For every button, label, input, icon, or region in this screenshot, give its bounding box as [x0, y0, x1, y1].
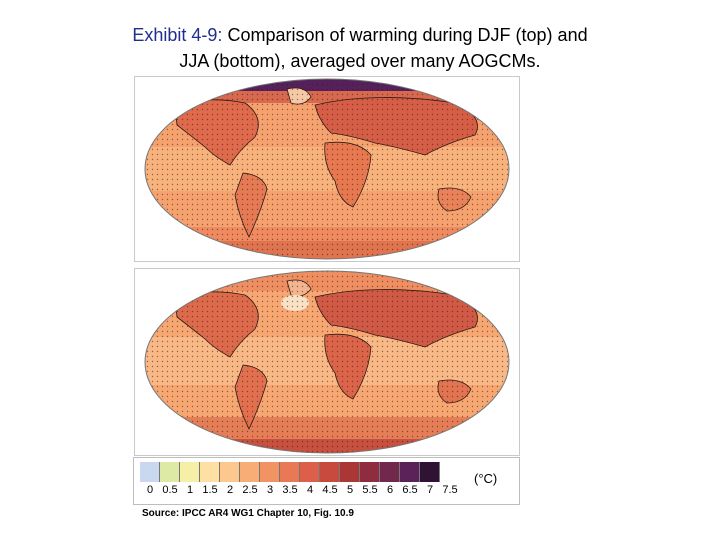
temperature-colorbar: 0 0.5 1 1.5 2 2.5 3 3.5 4 4.5 5 5.5 6 6.5 7 7.5 (°C): [133, 457, 520, 505]
colorbar-tick-label: 5.5: [362, 484, 378, 496]
jja-map-graphic: [144, 270, 510, 454]
colorbar-swatch: [180, 462, 200, 482]
colorbar-swatch: [360, 462, 380, 482]
colorbar-tick-label: 7.5: [442, 484, 458, 496]
colorbar-tick-label: 3.5: [282, 484, 298, 496]
djf-warming-map: [134, 76, 520, 262]
colorbar-tick-label: 5: [346, 484, 354, 496]
colorbar-swatch: [160, 462, 180, 482]
colorbar-swatch: [400, 462, 420, 482]
source-citation: Source: IPCC AR4 WG1 Chapter 10, Fig. 10…: [142, 508, 354, 519]
colorbar-tick-label: 4: [306, 484, 314, 496]
colorbar-swatch: [340, 462, 360, 482]
colorbar-swatch: [300, 462, 320, 482]
colorbar-tick-label: 0: [146, 484, 154, 496]
djf-map-graphic: [144, 78, 510, 260]
colorbar-tick-label: 2.5: [242, 484, 258, 496]
colorbar-tick-label: 1: [186, 484, 194, 496]
colorbar-tick-label: 4.5: [322, 484, 338, 496]
colorbar-tick-label: 0.5: [162, 484, 178, 496]
exhibit-number: Exhibit 4-9:: [132, 25, 223, 45]
colorbar-swatch: [220, 462, 240, 482]
colorbar-swatch: [320, 462, 340, 482]
jja-warming-map: [134, 268, 520, 456]
colorbar-swatches: [140, 462, 440, 482]
colorbar-swatch: [140, 462, 160, 482]
title-line-2: JJA (bottom), averaged over many AOGCMs.: [179, 51, 541, 71]
colorbar-tick-label: 1.5: [202, 484, 218, 496]
colorbar-swatch: [200, 462, 220, 482]
colorbar-unit: (°C): [474, 471, 498, 486]
colorbar-tick-label: 2: [226, 484, 234, 496]
colorbar-swatch: [260, 462, 280, 482]
colorbar-tick-label: 7: [426, 484, 434, 496]
colorbar-swatch: [380, 462, 400, 482]
exhibit-title: Exhibit 4-9: Comparison of warming durin…: [60, 22, 660, 74]
colorbar-swatch: [280, 462, 300, 482]
colorbar-swatch: [240, 462, 260, 482]
colorbar-tick-label: 6: [386, 484, 394, 496]
colorbar-tick-label: 6.5: [402, 484, 418, 496]
colorbar-swatch: [420, 462, 440, 482]
title-line-1: Comparison of warming during DJF (top) a…: [222, 25, 588, 45]
colorbar-tick-label: 3: [266, 484, 274, 496]
